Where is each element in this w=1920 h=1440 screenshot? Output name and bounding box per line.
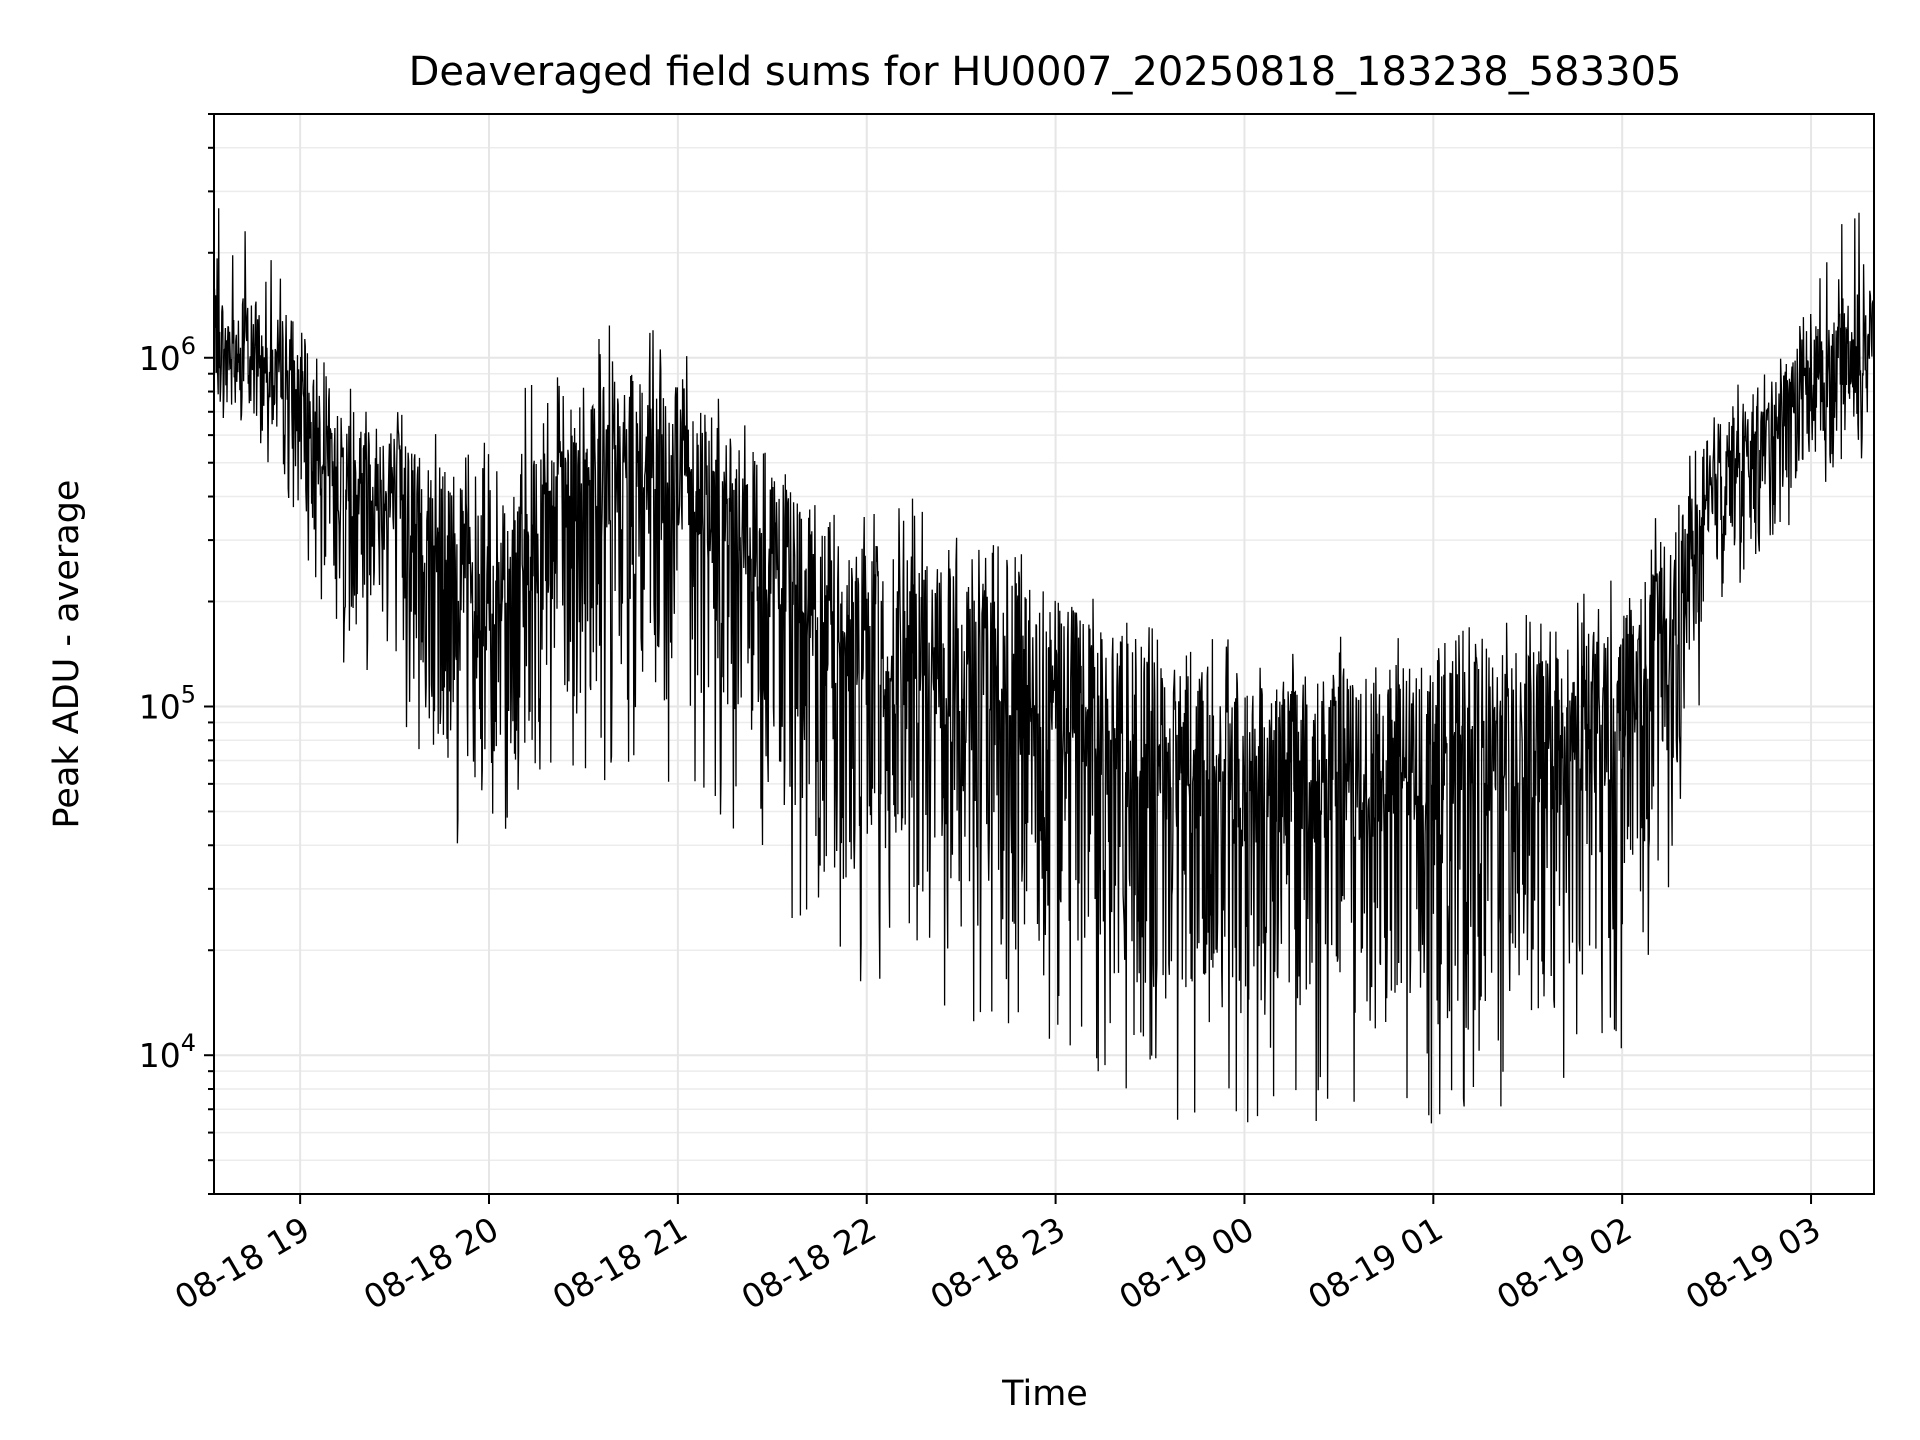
y-tick-exponent: 6	[181, 332, 196, 360]
y-tick-base: 10	[139, 1036, 181, 1075]
x-tick-label: 08-18 21	[546, 1209, 694, 1317]
y-tick-base: 10	[139, 687, 181, 726]
y-tick-label: 105	[139, 680, 196, 726]
x-tick-label: 08-18 23	[924, 1209, 1072, 1317]
y-tick-label: 106	[139, 332, 196, 378]
y-tick-base: 10	[139, 339, 181, 378]
x-tick-label: 08-19 02	[1490, 1209, 1638, 1317]
x-axis-label: Time	[1001, 1374, 1088, 1414]
y-tick-label: 104	[139, 1029, 196, 1075]
series-line	[213, 208, 1875, 1124]
plot-area	[213, 208, 1875, 1124]
plot-frame	[213, 113, 1875, 1195]
x-tick-label: 08-18 22	[735, 1209, 883, 1317]
x-tick-label: 08-19 00	[1112, 1209, 1260, 1317]
grid	[214, 113, 1874, 1195]
x-tick-label: 08-19 01	[1301, 1209, 1449, 1317]
y-axis-label: Peak ADU - average	[47, 480, 87, 829]
y-tick-exponent: 5	[181, 680, 196, 708]
y-tick-exponent: 4	[181, 1029, 196, 1057]
x-tick-label: 08-18 20	[357, 1209, 505, 1317]
chart-title: Deaveraged field sums for HU0007_2025081…	[409, 49, 1682, 95]
x-axis: 08-18 19 08-18 20 08-18 21 08-18 22 08-18 23…	[168, 1194, 1827, 1317]
x-tick-label: 08-18 19	[168, 1209, 316, 1317]
x-tick-label: 08-19 03	[1679, 1209, 1827, 1317]
